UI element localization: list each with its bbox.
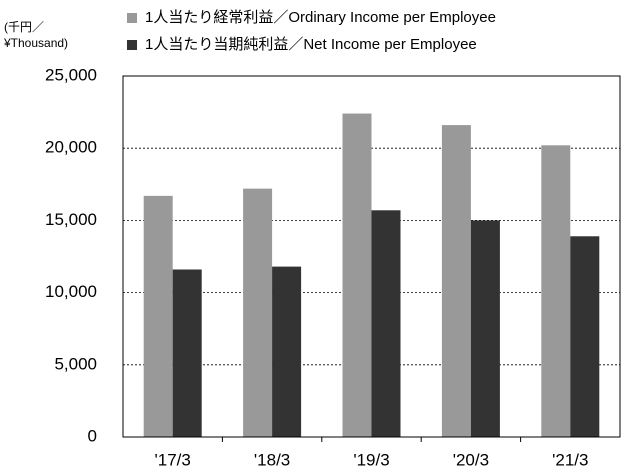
bar: [272, 266, 302, 437]
bar: [441, 125, 471, 437]
x-tick-label: '17/3: [155, 450, 191, 469]
x-tick-label: '21/3: [552, 450, 588, 469]
bar: [342, 113, 372, 437]
legend-label: 1人当たり経常利益／Ordinary Income per Employee: [145, 9, 496, 26]
y-axis-label: (千円／: [4, 20, 44, 34]
bar: [541, 145, 571, 437]
bar: [143, 195, 173, 437]
y-tick-label: 25,000: [45, 65, 97, 84]
x-tick-label: '18/3: [254, 450, 290, 469]
x-tick-label: '20/3: [453, 450, 489, 469]
bar: [570, 236, 600, 437]
bar: [371, 210, 401, 437]
legend-label: 1人当たり当期純利益／Net Income per Employee: [145, 36, 477, 53]
y-tick-label: 20,000: [45, 138, 97, 157]
y-tick-label: 10,000: [45, 282, 97, 301]
bar: [243, 188, 273, 437]
y-tick-label: 5,000: [54, 354, 97, 373]
x-tick-label: '19/3: [353, 450, 389, 469]
y-tick-label: 15,000: [45, 210, 97, 229]
legend-swatch: [127, 13, 137, 23]
legend-swatch: [127, 40, 137, 50]
plot-frame: [122, 75, 621, 438]
y-axis-label: ¥Thousand): [3, 36, 68, 50]
y-tick-label: 0: [88, 426, 97, 445]
bar: [172, 269, 202, 437]
bar: [470, 220, 500, 437]
